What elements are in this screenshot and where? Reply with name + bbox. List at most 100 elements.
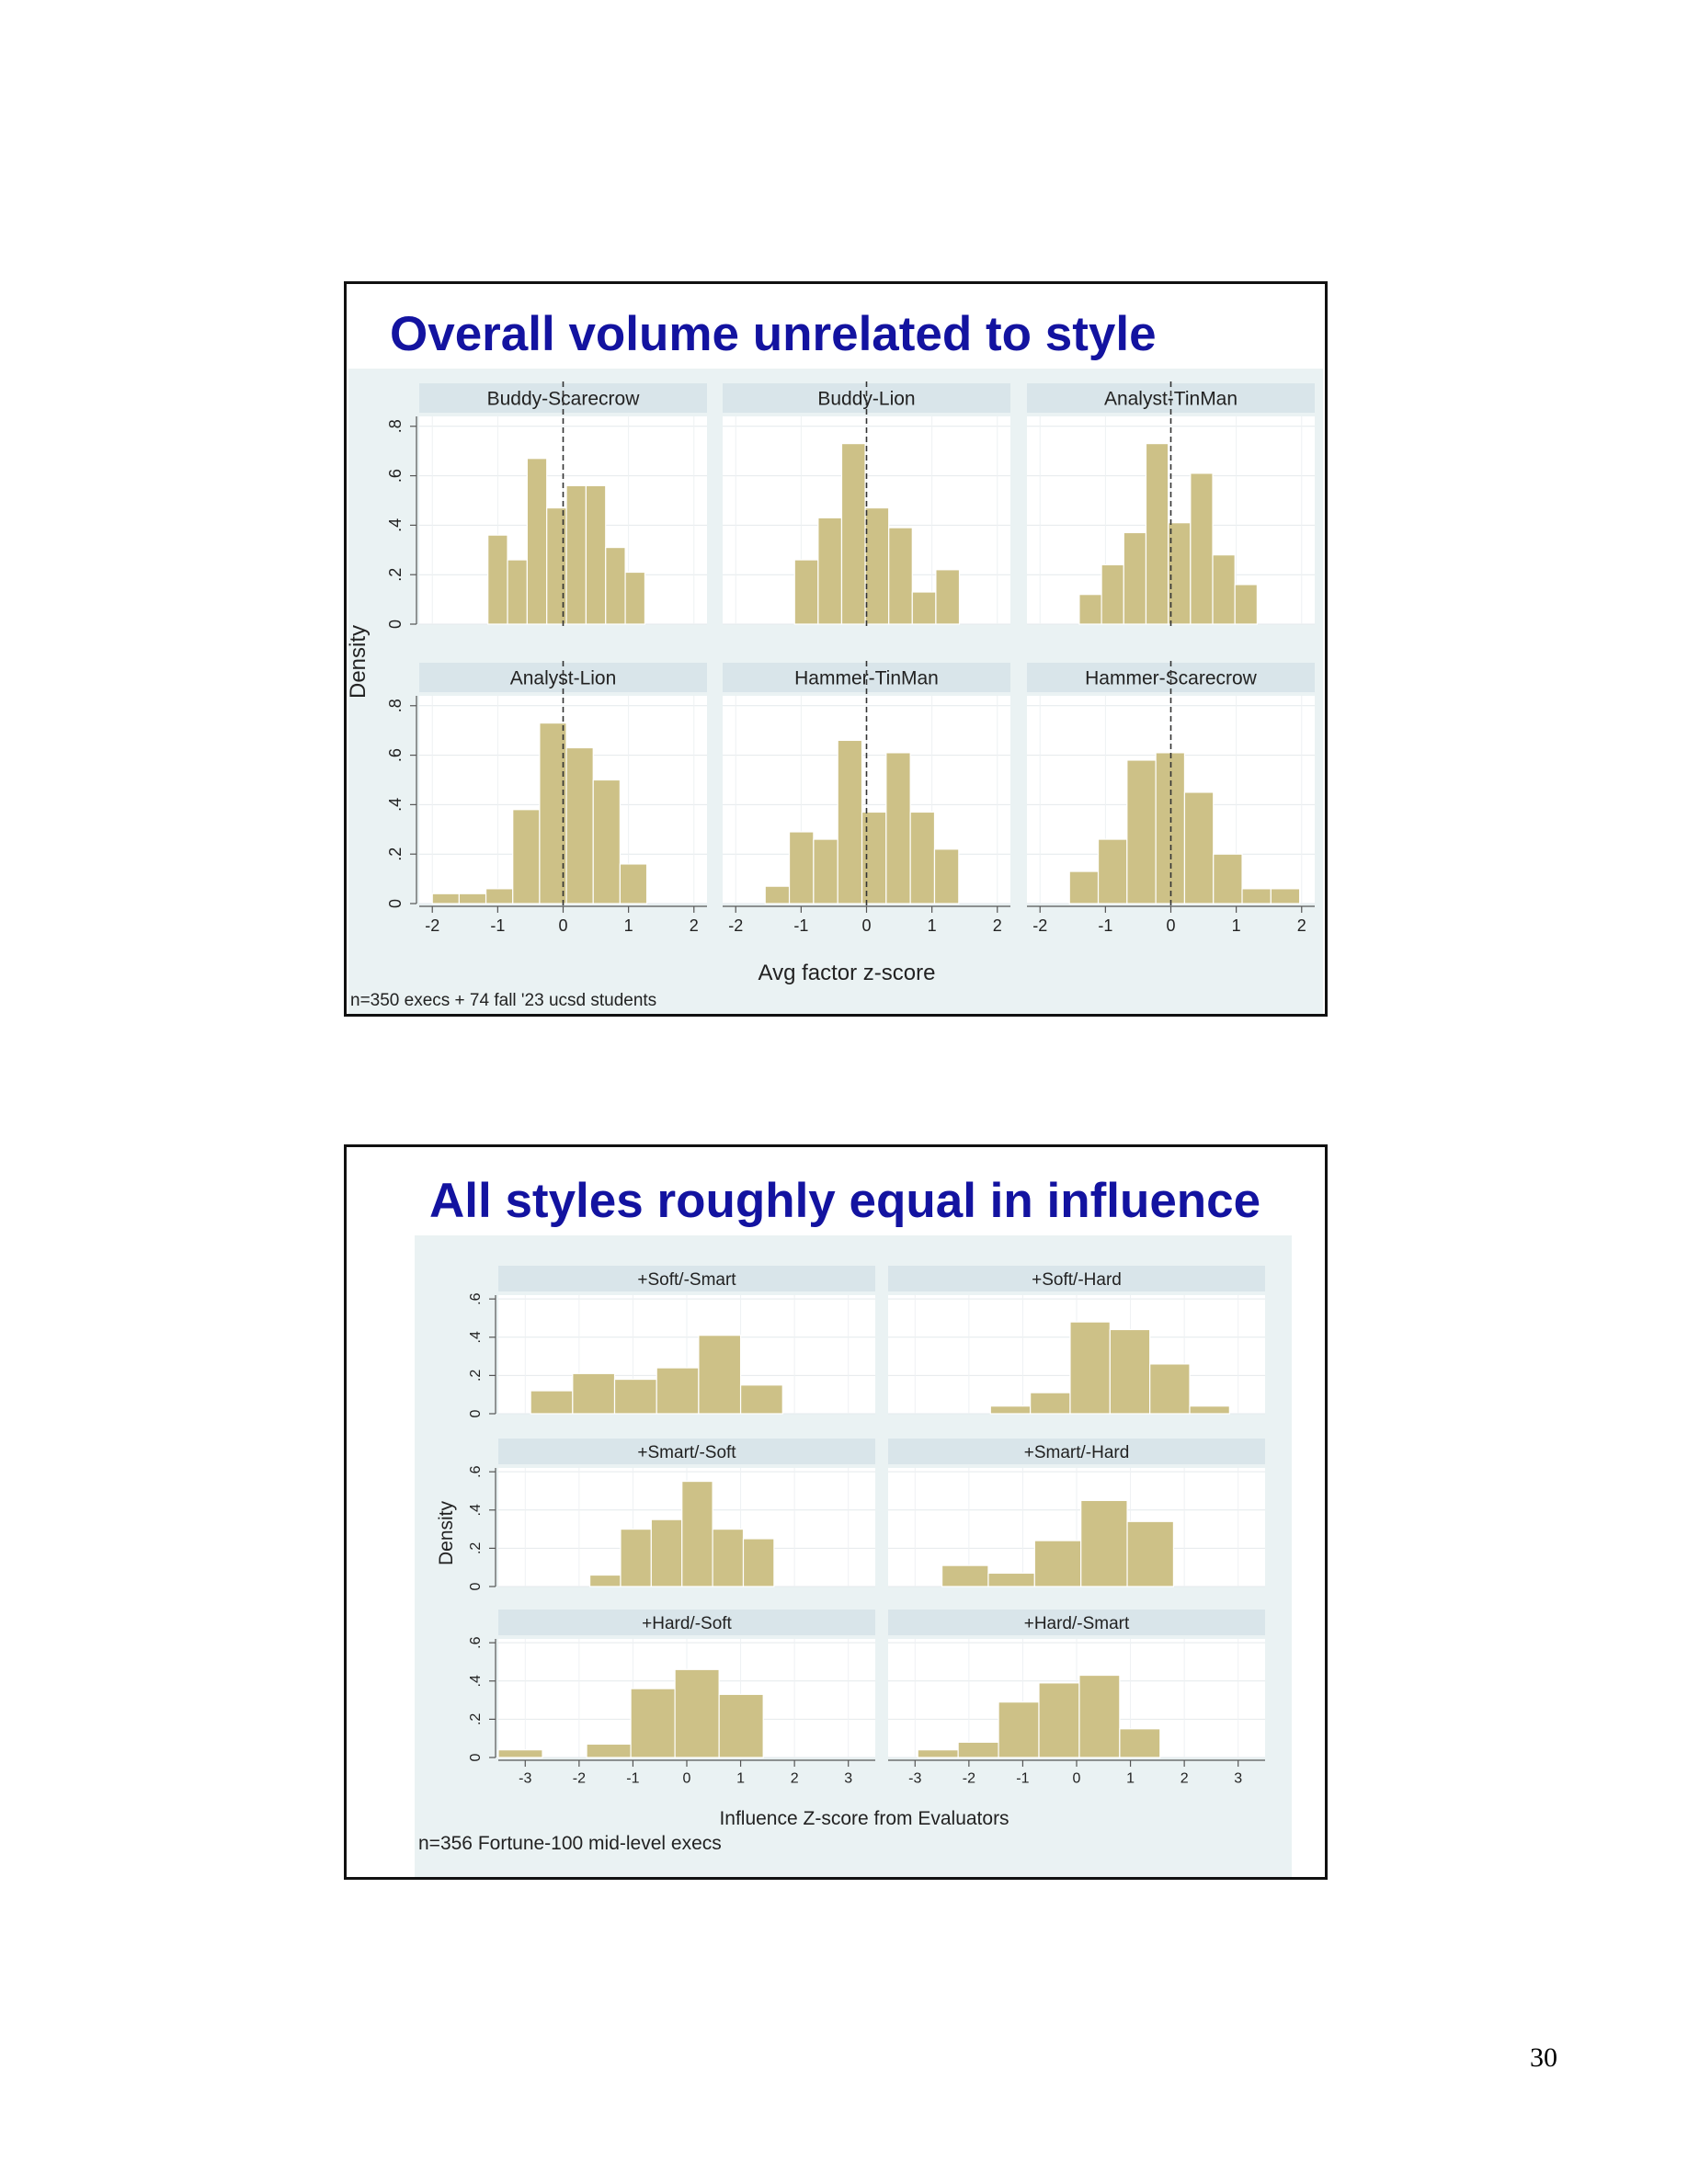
histogram-bar	[933, 848, 960, 904]
histogram-bar	[681, 1480, 713, 1587]
y-tick-label: .4	[386, 798, 405, 812]
histogram-bar	[817, 517, 843, 625]
histogram-bar	[1068, 870, 1100, 904]
histogram-bar	[861, 811, 887, 904]
histogram-bar	[458, 893, 487, 904]
x-tick-label: 1	[928, 916, 937, 935]
x-tick-label: -1	[626, 1771, 639, 1787]
facet-title: +Hard/-Soft	[642, 1614, 732, 1633]
x-tick-label: 3	[844, 1771, 852, 1787]
y-tick-label: .4	[468, 1331, 484, 1343]
histogram-bar	[1123, 531, 1147, 625]
x-tick-label: -1	[793, 916, 808, 935]
facet-strip	[723, 383, 1010, 413]
x-tick-label: 0	[558, 916, 567, 935]
y-tick-label: .8	[386, 419, 405, 433]
y-tick-label: 0	[468, 1582, 484, 1590]
histogram-bar	[497, 1749, 543, 1758]
x-tick-label: 1	[736, 1771, 745, 1787]
y-tick-label: .6	[386, 469, 405, 483]
histogram-bar	[1069, 1321, 1111, 1415]
facet-title: +Soft/-Smart	[637, 1270, 736, 1290]
x-tick-label: -3	[519, 1771, 531, 1787]
histogram-bar	[998, 1701, 1040, 1758]
histogram-bar	[1101, 563, 1124, 625]
facet-strip	[1027, 663, 1315, 692]
histogram-bar	[911, 591, 937, 625]
histogram-bar	[526, 458, 548, 625]
histogram-bar	[619, 863, 648, 904]
y-tick-label: .8	[386, 699, 405, 712]
facet-title: +Hard/-Smart	[1024, 1614, 1130, 1633]
histogram-bar	[585, 484, 607, 625]
histogram-bar	[1080, 1499, 1128, 1587]
x-tick-label: -1	[1016, 1771, 1029, 1787]
facet-strip	[723, 663, 1010, 692]
histogram-bar	[1038, 1682, 1080, 1758]
histogram-bar	[718, 1693, 764, 1758]
slide-title: Overall volume unrelated to style	[390, 307, 1157, 361]
x-tick-label: -1	[1098, 916, 1112, 935]
histogram-bar	[742, 1538, 775, 1587]
histogram-bar	[507, 559, 528, 625]
x-tick-label: 0	[861, 916, 871, 935]
facet-title: Analyst-Lion	[510, 668, 617, 689]
histogram-bar	[1270, 888, 1301, 904]
histogram-bar	[624, 571, 646, 625]
histogram-bar	[613, 1378, 657, 1415]
x-tick-label: -2	[425, 916, 439, 935]
facet-title: Analyst-TinMan	[1104, 389, 1237, 410]
facet-strip	[419, 383, 707, 413]
y-tick-label: .6	[468, 1636, 484, 1648]
y-tick-label: 0	[386, 899, 405, 908]
x-tick-label: -2	[1032, 916, 1047, 935]
histogram-bar	[840, 442, 866, 625]
histogram-bar	[1078, 594, 1102, 625]
histogram-bar	[712, 1528, 745, 1587]
histogram-bar	[1078, 1674, 1121, 1758]
sample-note: n=356 Fortune-100 mid-level execs	[418, 1833, 722, 1854]
x-tick-label: -2	[728, 916, 743, 935]
x-tick-label: 2	[993, 916, 1002, 935]
histogram-bar	[698, 1335, 742, 1415]
x-tick-label: 0	[683, 1771, 691, 1787]
histogram-bar	[739, 1384, 783, 1415]
histogram-bar	[485, 888, 514, 904]
histogram-bar	[650, 1519, 683, 1587]
histogram-bar	[572, 1372, 616, 1415]
histogram-bar	[487, 534, 508, 625]
x-tick-label: 2	[690, 916, 699, 935]
histogram-bar	[1168, 522, 1192, 625]
histogram-bar	[1119, 1728, 1161, 1758]
histogram-bar	[885, 752, 911, 904]
histogram-bar	[813, 838, 838, 904]
histogram-bar	[630, 1688, 676, 1758]
histogram-bar	[1190, 472, 1214, 625]
y-tick-label: .4	[468, 1504, 484, 1516]
y-tick-label: .2	[468, 1542, 484, 1554]
histogram-bar	[864, 506, 890, 625]
y-tick-label: .2	[468, 1713, 484, 1725]
facet-title: Buddy-Lion	[817, 389, 915, 410]
histogram-bar	[674, 1668, 720, 1758]
x-tick-label: 0	[1166, 916, 1175, 935]
x-tick-label: 0	[1073, 1771, 1081, 1787]
histogram-bar	[917, 1749, 959, 1758]
y-tick-label: .6	[468, 1465, 484, 1477]
facet-title: Hammer-TinMan	[794, 668, 939, 689]
histogram-bar	[888, 527, 913, 625]
histogram-bar	[987, 1572, 1035, 1587]
y-tick-label: .6	[386, 748, 405, 762]
histogram-bar	[620, 1528, 652, 1587]
histogram-bar	[1030, 1392, 1071, 1415]
x-tick-label: -3	[908, 1771, 921, 1787]
facet-title: Buddy-Scarecrow	[487, 389, 641, 410]
facet-strip	[498, 1439, 875, 1464]
histogram-bar	[588, 1574, 622, 1587]
histogram-bar	[941, 1564, 989, 1587]
x-tick-label: 1	[624, 916, 633, 935]
histogram-bar	[1212, 554, 1236, 625]
histogram-bar	[764, 885, 791, 904]
histogram-bar	[530, 1390, 574, 1415]
histogram-bar	[1234, 584, 1258, 625]
